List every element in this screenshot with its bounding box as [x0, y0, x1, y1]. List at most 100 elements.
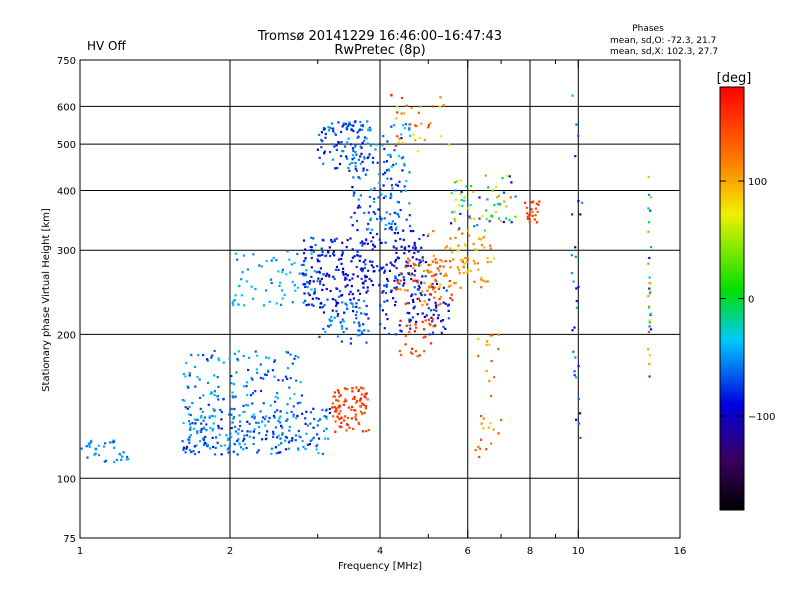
data-point	[528, 213, 531, 216]
data-point	[413, 241, 416, 244]
data-point	[418, 237, 421, 241]
data-point	[418, 286, 421, 289]
data-point	[351, 405, 354, 409]
data-point	[362, 323, 365, 326]
data-point	[453, 282, 456, 285]
data-point	[251, 392, 255, 395]
data-point	[414, 350, 417, 353]
data-point	[281, 289, 284, 292]
data-point	[279, 451, 282, 454]
data-point	[489, 244, 492, 247]
data-point	[196, 418, 199, 421]
data-point	[296, 286, 299, 289]
data-point	[575, 306, 578, 309]
data-point	[404, 265, 407, 268]
data-point	[403, 282, 406, 285]
data-point	[315, 448, 318, 451]
data-point	[361, 141, 364, 144]
data-point	[189, 413, 192, 417]
data-point	[451, 298, 454, 302]
data-point	[194, 385, 197, 388]
data-point	[506, 174, 509, 177]
data-point	[316, 260, 320, 263]
data-point	[463, 196, 466, 199]
data-point	[334, 420, 337, 423]
colorbar-title: [deg]	[717, 71, 752, 86]
data-point	[329, 126, 332, 129]
data-point	[309, 411, 313, 414]
data-point	[347, 166, 350, 169]
data-point	[485, 448, 488, 451]
data-point	[352, 189, 355, 193]
data-point	[246, 394, 249, 397]
data-point	[355, 386, 358, 389]
data-point	[440, 295, 443, 299]
data-point	[469, 203, 472, 207]
data-point	[335, 144, 338, 147]
data-point	[307, 292, 310, 295]
data-point	[231, 421, 234, 424]
data-point	[398, 282, 401, 285]
data-point	[328, 411, 331, 415]
data-point	[431, 282, 434, 285]
data-point	[414, 269, 417, 272]
data-point	[296, 414, 299, 417]
data-point	[373, 270, 376, 273]
data-point	[188, 405, 191, 408]
data-point	[273, 359, 276, 362]
data-point	[581, 201, 584, 204]
data-point	[647, 348, 650, 351]
data-point	[297, 448, 300, 451]
data-point	[451, 251, 454, 254]
data-point	[327, 324, 330, 328]
data-point	[448, 260, 452, 263]
data-point	[430, 275, 433, 278]
data-point	[454, 198, 458, 201]
data-point	[467, 234, 471, 237]
chart-title: Tromsø 20141229 16:46:00–16:47:43	[257, 29, 502, 44]
data-point	[420, 122, 423, 125]
data-point	[450, 192, 453, 195]
data-point	[265, 434, 268, 437]
data-point	[184, 406, 187, 409]
data-point	[648, 354, 651, 357]
data-point	[433, 296, 436, 299]
data-point	[312, 426, 315, 429]
data-point	[337, 268, 340, 271]
data-point	[361, 124, 364, 127]
data-point	[332, 275, 335, 278]
data-point	[193, 453, 197, 456]
data-point	[364, 263, 367, 266]
data-point	[317, 297, 320, 300]
data-point	[477, 355, 480, 358]
data-point	[505, 205, 508, 208]
data-point	[479, 447, 482, 450]
data-point	[354, 416, 357, 419]
data-point	[498, 194, 501, 197]
data-point	[334, 167, 337, 170]
data-point	[369, 129, 372, 132]
data-point	[346, 274, 349, 277]
data-point	[358, 292, 362, 295]
data-point	[340, 340, 343, 343]
data-point	[469, 269, 472, 272]
data-point	[311, 249, 314, 252]
data-point	[217, 385, 220, 388]
data-point	[317, 254, 320, 257]
data-point	[275, 452, 278, 455]
data-point	[246, 268, 250, 271]
data-point	[514, 195, 517, 198]
data-point	[304, 283, 307, 286]
data-point	[367, 317, 370, 320]
data-point	[379, 303, 382, 306]
data-point	[345, 128, 349, 131]
data-point	[347, 137, 350, 140]
data-point	[383, 284, 386, 287]
data-point	[270, 259, 273, 262]
data-point	[314, 243, 317, 247]
data-point	[208, 415, 211, 418]
data-point	[352, 154, 355, 157]
data-point	[422, 269, 425, 272]
data-points	[80, 93, 653, 464]
data-point	[408, 128, 411, 131]
